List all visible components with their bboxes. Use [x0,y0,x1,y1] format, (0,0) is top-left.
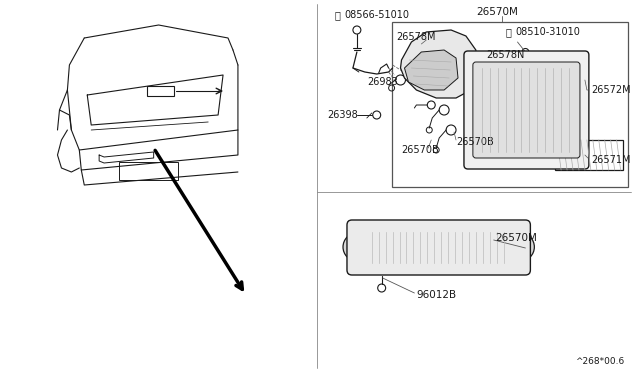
Text: 26571M: 26571M [591,155,630,165]
Circle shape [507,233,534,261]
Text: Ⓢ: Ⓢ [506,27,511,37]
FancyBboxPatch shape [464,51,589,169]
Text: 26570B: 26570B [456,137,494,147]
Text: 26983: 26983 [367,77,397,87]
Text: 26570M: 26570M [496,233,538,243]
Text: 26578N: 26578N [486,50,524,60]
Text: 26578M: 26578M [397,32,436,42]
Bar [119,162,179,180]
Text: Ⓢ: Ⓢ [334,10,340,20]
FancyBboxPatch shape [473,62,580,158]
Circle shape [513,239,529,255]
Text: 26570B: 26570B [401,145,439,155]
Text: ^268*00.6: ^268*00.6 [575,357,624,366]
Circle shape [343,233,371,261]
Polygon shape [404,50,458,90]
Text: 96012B: 96012B [417,290,456,300]
Text: 26398: 26398 [327,110,358,120]
Text: 26572M: 26572M [591,85,630,95]
Text: 08510-31010: 08510-31010 [515,27,580,37]
Bar [392,22,628,187]
Text: 08566-51010: 08566-51010 [344,10,409,20]
Bar [147,86,175,96]
FancyBboxPatch shape [347,220,531,275]
Polygon shape [401,30,478,98]
Circle shape [349,239,365,255]
Bar [555,140,623,170]
Text: 26570M: 26570M [476,7,518,17]
